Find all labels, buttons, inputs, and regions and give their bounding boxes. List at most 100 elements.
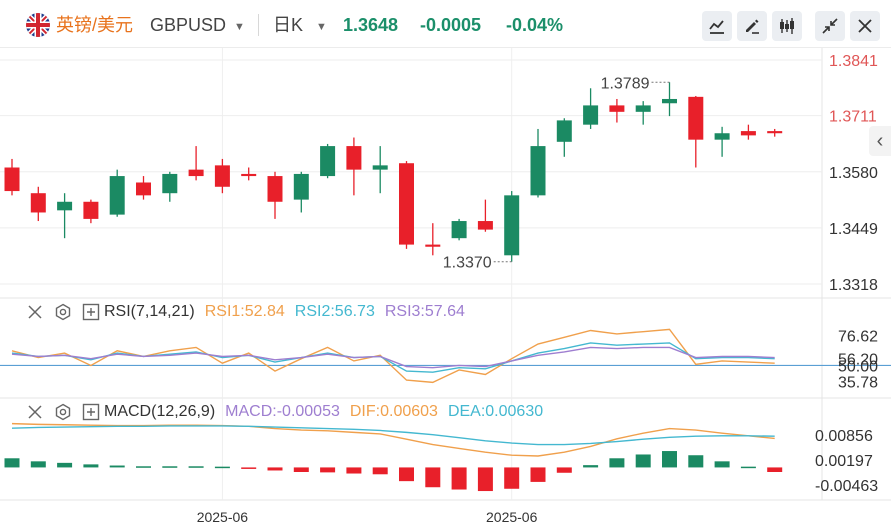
macd-histogram-bar (188, 466, 204, 468)
candle-up (57, 193, 73, 239)
pair-code[interactable]: GBPUSD (150, 15, 227, 35)
macd-histogram-bar (740, 466, 756, 469)
candle-down (188, 146, 204, 181)
macd-add-icon[interactable] (80, 401, 102, 423)
expand-panel-icon[interactable]: ‹ (869, 126, 891, 156)
candle-body (425, 244, 441, 247)
macd-histogram-bar (267, 467, 283, 471)
macd-settings-icon[interactable] (52, 401, 74, 423)
collapse-button[interactable] (815, 11, 845, 41)
candle-down (214, 158, 230, 194)
candle-body (583, 105, 599, 125)
macd-pane: 0.00856 0.00197 -0.00463 (4, 422, 878, 495)
candle-down (83, 199, 99, 224)
macd-histogram-bar (556, 467, 572, 473)
candle-up (530, 128, 546, 198)
candle-down (241, 167, 257, 181)
candle-body (767, 131, 783, 134)
candle-down (399, 161, 414, 249)
candle-up (162, 171, 178, 202)
price-tick-label: 1.3841 (829, 53, 878, 70)
candle-type-icon (780, 18, 794, 34)
candle-body (267, 176, 283, 202)
macd-histogram-bar (451, 467, 467, 490)
candle-down (477, 199, 493, 232)
macd-histogram-bar (30, 461, 46, 468)
candle-body (372, 165, 388, 170)
candle-down (425, 223, 441, 256)
candle-body (477, 221, 493, 230)
candle-body (740, 131, 756, 136)
price-tick-label: 1.3318 (829, 277, 878, 294)
macd-histogram-bar (136, 466, 151, 468)
time-tick-label: 2025-06 (197, 509, 249, 525)
toolbar-divider (258, 14, 259, 36)
line-chart-button[interactable] (702, 11, 732, 41)
candle-down (767, 128, 783, 137)
price-change: -0.0005 (420, 15, 482, 35)
last-price: 1.3648 (343, 15, 399, 35)
macd-histogram-bar (477, 467, 493, 492)
close-icon (858, 19, 872, 33)
macd-close-icon[interactable] (24, 401, 46, 423)
rsi-title: RSI(7,14,21) (104, 303, 195, 320)
rsi3-line (11, 346, 775, 369)
macd-histogram-bar (767, 467, 783, 472)
macd-histogram-bar (83, 464, 99, 468)
macd-value: MACD:-0.00053 (225, 403, 340, 420)
period-selector[interactable]: 日K (273, 15, 304, 35)
price-tick-label: 1.3580 (829, 165, 878, 182)
rsi-legend: RSI(7,14,21) RSI1:52.84 RSI2:56.73 RSI3:… (0, 300, 475, 324)
close-button[interactable] (850, 11, 880, 41)
period-dropdown-icon[interactable]: ▼ (316, 21, 327, 33)
draw-button[interactable] (737, 11, 767, 41)
candle-body (293, 173, 309, 200)
candle-body (688, 96, 704, 140)
macd-legend: MACD(12,26,9) MACD:-0.00053 DIF:0.00603 … (0, 400, 553, 424)
candle-body (57, 201, 73, 211)
macd-title: MACD(12,26,9) (104, 403, 216, 420)
candle-body (214, 165, 230, 187)
macd-tick-label: 0.00856 (815, 428, 873, 445)
candle-type-button[interactable] (772, 11, 802, 41)
collapse-icon (822, 18, 838, 34)
candle-down (609, 98, 625, 123)
rsi-close-icon[interactable] (24, 301, 46, 323)
uk-flag-icon (26, 13, 50, 37)
macd-histogram-bar (609, 458, 625, 468)
candle-up (451, 218, 467, 241)
macd-histogram-bar (425, 467, 441, 488)
pair-dropdown-icon[interactable]: ▼ (234, 21, 245, 33)
rsi-tick-label: 56.20 (838, 351, 878, 368)
dea-line (11, 425, 775, 446)
candle-body (136, 182, 151, 196)
rsi-add-icon[interactable] (80, 301, 102, 323)
candle-down (136, 176, 151, 200)
candle-body (346, 146, 362, 170)
candle-body (109, 176, 125, 215)
candle-body (556, 120, 572, 142)
rsi-settings-icon[interactable] (52, 301, 74, 323)
macd-histogram-bar (320, 467, 336, 473)
draw-icon (746, 19, 759, 34)
macd-histogram-bar (688, 455, 704, 468)
candle-up (372, 146, 388, 194)
macd-histogram-bar (583, 465, 599, 468)
low-price-label: 1.3370 (443, 255, 492, 272)
pair-name[interactable]: 英镑/美元 (56, 15, 134, 35)
candle-body (504, 195, 520, 256)
candle-body (714, 133, 730, 140)
rsi2-value: RSI2:56.73 (294, 303, 375, 320)
macd-histogram-bar (57, 462, 73, 468)
candle-body (320, 146, 336, 177)
candle-down (688, 95, 704, 168)
macd-histogram-bar (241, 467, 257, 469)
macd-tick-label: 0.00197 (815, 453, 873, 470)
candle-up (556, 118, 572, 157)
candle-up (583, 88, 599, 129)
candle-down (4, 158, 20, 196)
candle-body (635, 105, 651, 112)
candle-body (30, 193, 46, 213)
